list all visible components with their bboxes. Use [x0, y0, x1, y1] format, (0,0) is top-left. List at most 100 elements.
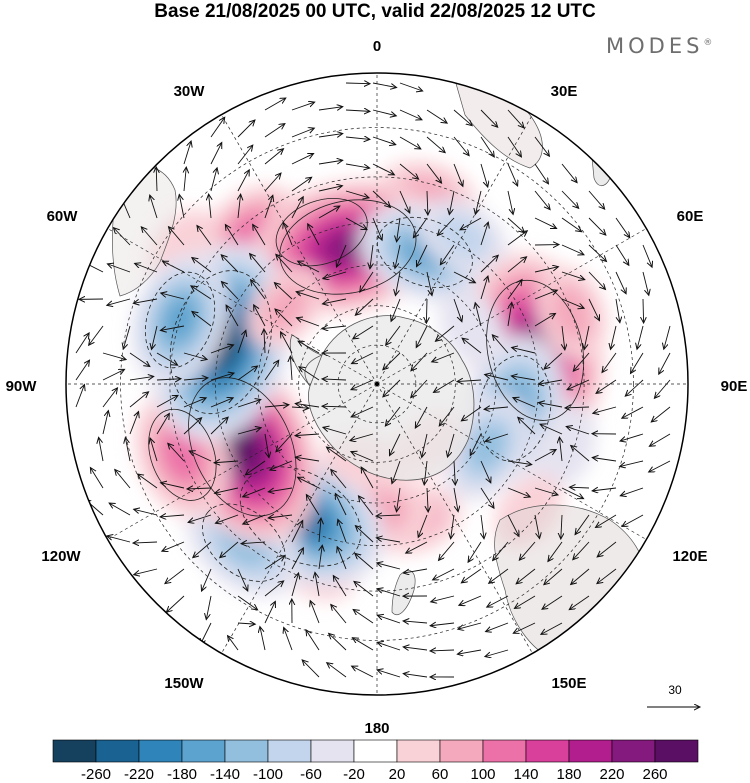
wind-arrow — [507, 163, 518, 186]
wind-arrow — [318, 160, 343, 164]
wind-arrow — [299, 367, 320, 381]
wind-arrow — [534, 487, 558, 495]
wind-arrow — [453, 271, 475, 283]
wind-arrow — [622, 406, 644, 418]
wind-arrow — [225, 225, 239, 246]
wind-arrow — [183, 141, 191, 165]
wind-arrow — [237, 170, 249, 192]
wind-arrow — [597, 568, 617, 584]
wind-arrow — [237, 120, 255, 138]
colorbar-swatch-5 — [267, 739, 312, 763]
wind-arrow — [162, 541, 185, 551]
colorbar-swatch-7 — [353, 739, 398, 763]
wind-arrow — [125, 437, 131, 462]
wind-arrow — [161, 483, 185, 489]
wind-arrow — [268, 488, 293, 492]
meridian-line — [107, 383, 378, 540]
wind-arrow — [210, 417, 228, 435]
colorbar-swatch-1 — [95, 739, 140, 763]
wind-arrow — [566, 426, 590, 435]
wind-arrow — [541, 622, 563, 634]
wind-arrow — [435, 325, 455, 341]
lon-label-120e: 120E — [672, 548, 707, 565]
wind-arrow — [295, 457, 320, 462]
wind-arrow — [221, 255, 239, 273]
wind-arrow — [135, 263, 158, 273]
wind-arrow — [507, 257, 527, 273]
wind-arrow — [588, 217, 606, 235]
south-pole-marker — [374, 381, 380, 387]
wind-arrow — [377, 642, 401, 651]
wind-arrow — [664, 325, 671, 349]
wind-arrow — [270, 460, 293, 470]
wind-arrow — [620, 487, 644, 496]
wind-arrow — [411, 352, 428, 371]
wind-arrow — [210, 398, 233, 408]
wind-arrow — [453, 487, 458, 512]
wind-arrow — [620, 433, 644, 441]
wind-arrow — [102, 352, 126, 360]
wind-arrow — [296, 318, 320, 327]
wind-arrow — [654, 379, 671, 398]
wind-arrow — [107, 536, 131, 543]
meridian-line — [376, 383, 647, 540]
wind-arrow — [264, 124, 285, 138]
wind-arrow — [561, 271, 585, 280]
wind-arrow — [237, 400, 261, 408]
wind-arrow — [480, 163, 488, 187]
wind-arrow — [264, 329, 265, 354]
wind-arrow — [188, 514, 212, 522]
wind-arrow — [268, 515, 293, 518]
colorbar-label-7: 20 — [389, 766, 406, 783]
colorbar-label-10: 140 — [513, 766, 538, 783]
wind-arrow — [156, 352, 178, 365]
wind-arrow — [615, 217, 630, 238]
wind-arrow — [327, 663, 347, 678]
colorbar-label-8: 60 — [432, 766, 449, 783]
wind-arrow — [395, 271, 401, 296]
wind-arrow — [310, 601, 320, 624]
wind-arrow — [426, 163, 442, 183]
wind-arrow — [592, 458, 617, 462]
wind-arrow — [426, 271, 432, 295]
colorbar-swatch-0 — [52, 739, 97, 763]
wind-arrow — [275, 309, 293, 327]
wind-arrow — [284, 627, 293, 651]
wind-arrow — [540, 424, 563, 435]
wind-arrow — [462, 338, 482, 354]
wind-arrow — [534, 163, 548, 184]
wind-arrow — [480, 222, 488, 246]
wind-arrow — [454, 460, 455, 485]
wind-arrow — [602, 352, 617, 373]
wind-arrow — [485, 649, 509, 657]
wind-arrow — [99, 437, 104, 462]
wind-arrow — [107, 298, 131, 305]
wind-arrow — [202, 568, 212, 591]
contour-20 — [169, 270, 272, 415]
wind-arrow — [276, 254, 293, 273]
wind-arrow — [416, 325, 428, 347]
lon-label-30e: 30E — [551, 83, 578, 100]
wind-arrow — [390, 433, 401, 456]
wind-arrow — [406, 541, 428, 553]
wind-arrow — [192, 311, 212, 327]
wind-arrow — [507, 460, 532, 465]
wind-arrow — [322, 406, 347, 407]
wind-arrow — [427, 487, 428, 512]
wind-arrow — [306, 630, 320, 651]
wind-arrow — [440, 244, 455, 265]
wind-arrow — [507, 136, 521, 157]
wind-arrow — [383, 352, 401, 370]
wind-arrow — [264, 173, 281, 192]
wind-arrow — [516, 568, 536, 584]
wind-arrow — [156, 395, 178, 408]
wind-arrow — [391, 298, 401, 321]
wind-arrow — [403, 621, 428, 623]
wind-arrow — [565, 407, 590, 408]
wind-arrow — [433, 568, 455, 580]
wind-arrow — [507, 109, 524, 128]
wind-arrow — [430, 650, 455, 651]
wind-arrow — [291, 573, 299, 597]
wind-arrow — [480, 487, 494, 508]
colorbar-label-12: 220 — [599, 766, 624, 783]
